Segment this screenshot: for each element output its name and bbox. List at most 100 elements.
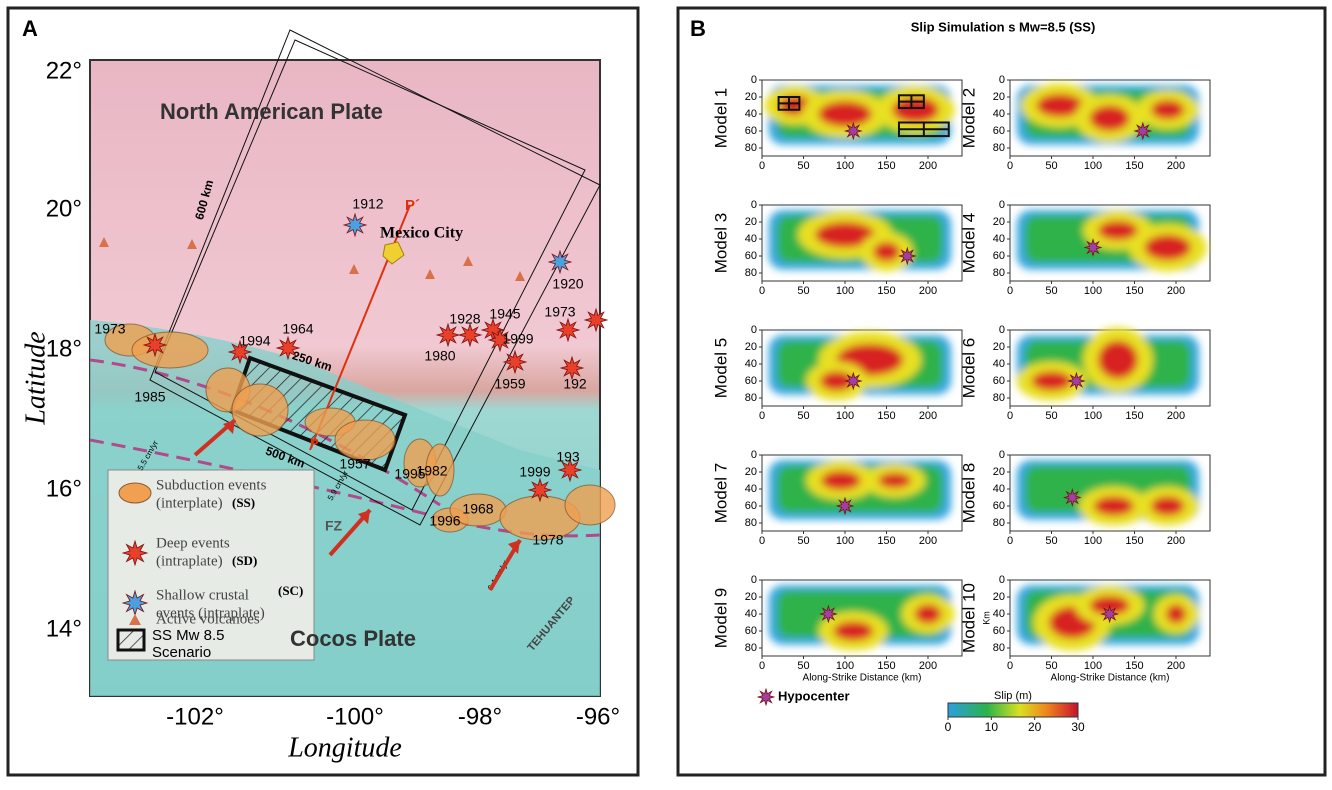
y-tick-label: 80	[745, 392, 757, 404]
slip-field	[769, 332, 952, 401]
x-tick-label: 50	[797, 160, 809, 172]
slip-red	[1098, 221, 1138, 240]
event-year: 1912	[352, 196, 383, 212]
y-tick-label: 20	[745, 216, 757, 228]
slip-red	[1151, 100, 1184, 119]
x-tick-label: 100	[1084, 535, 1102, 547]
hypocenter-star	[1085, 240, 1101, 256]
slip-red	[915, 604, 942, 623]
event-year: 1959	[494, 376, 525, 392]
event-year: 1996	[429, 513, 460, 529]
y-tick-label: 80	[993, 517, 1005, 529]
x-tick-label: 200	[919, 535, 937, 547]
event-year: 1995	[394, 466, 425, 482]
x-tick-label: 100	[836, 660, 854, 672]
slip-red	[1032, 371, 1072, 390]
x-tick-label: 100	[836, 535, 854, 547]
slip-red	[1094, 496, 1134, 515]
slip-field	[769, 460, 952, 519]
y-tick-label: 60	[745, 250, 757, 262]
y-tick-label: 20	[745, 91, 757, 103]
legend-code: (SD)	[232, 553, 257, 568]
x-tick-label: 0	[1007, 410, 1013, 422]
y-tick-label: 80	[993, 142, 1005, 154]
x-tick-label: 0	[759, 660, 765, 672]
slip-field	[769, 585, 955, 650]
colorbar-tick-label: 30	[1071, 720, 1085, 734]
legend-text: (interplate)	[156, 495, 223, 511]
model-label: Model 10	[959, 583, 978, 653]
lon-tick-label: -98°	[458, 703, 502, 730]
hypocenter-star	[845, 373, 861, 389]
legend-text: Hypocenter	[778, 688, 850, 703]
x-tick-label: 0	[759, 535, 765, 547]
event-year: 192	[563, 376, 587, 392]
slip-red	[1090, 106, 1130, 132]
slip-red	[873, 242, 900, 261]
colorbar-tick-label: 10	[985, 720, 999, 734]
y-tick-label: 80	[993, 642, 1005, 654]
y-tick-label: 20	[745, 341, 757, 353]
lon-tick-label: -102°	[166, 703, 224, 730]
model-label: Model 5	[711, 338, 730, 398]
model-label: Model 4	[959, 213, 978, 273]
y-tick-label: 0	[999, 574, 1005, 586]
y-tick-label: 20	[745, 466, 757, 478]
event-year: 1980	[424, 348, 455, 364]
y-tick-label: 0	[999, 199, 1005, 211]
model-label: Model 3	[711, 213, 730, 273]
axis-label: Latitude	[20, 331, 51, 425]
y-tick-label: 40	[993, 608, 1005, 620]
panel-label: B	[690, 16, 706, 41]
lat-tick-label: 20°	[46, 195, 82, 222]
lat-tick-label: 22°	[46, 57, 82, 84]
hypocenter-star	[820, 606, 836, 622]
x-tick-label: 200	[919, 410, 937, 422]
y-tick-label: 80	[745, 142, 757, 154]
legend-swatch	[119, 483, 151, 503]
y-tick-label: 60	[993, 250, 1005, 262]
x-tick-label: 150	[1125, 410, 1143, 422]
legend-swatch	[123, 591, 147, 615]
event-year: 1973	[94, 321, 125, 337]
hypocenter-star	[1068, 373, 1084, 389]
legend-text: SS Mw 8.5	[152, 627, 225, 644]
colorbar-label: Slip (m)	[994, 690, 1032, 702]
x-tick-label: 50	[1045, 535, 1057, 547]
x-tick-label: 50	[797, 660, 809, 672]
hypocenter-star	[837, 498, 853, 514]
x-tick-label: 200	[1167, 160, 1185, 172]
x-tick-label: 0	[1007, 160, 1013, 172]
y-tick-label: 80	[745, 517, 757, 529]
lat-tick-label: 16°	[46, 475, 82, 502]
page: A22°20°18°16°14°-102°-100°-98°-96°Latitu…	[0, 0, 1332, 790]
deep-event-star	[437, 324, 459, 346]
deep-event-star	[557, 319, 579, 341]
legend-text: Deep events	[156, 535, 230, 551]
depth-unit: Km	[981, 611, 991, 625]
colorbar-tick-label: 20	[1028, 720, 1042, 734]
event-year: 1973	[544, 304, 575, 320]
y-tick-label: 40	[745, 483, 757, 495]
legend-star	[758, 689, 774, 705]
legend-code: (SC)	[278, 583, 303, 598]
figure: A22°20°18°16°14°-102°-100°-98°-96°Latitu…	[0, 0, 1332, 785]
x-tick-label: 0	[759, 285, 765, 297]
deep-event-star	[585, 309, 607, 331]
y-tick-label: 60	[993, 625, 1005, 637]
x-tick-label: 100	[836, 285, 854, 297]
event-year: 1945	[489, 306, 520, 322]
y-tick-label: 60	[993, 500, 1005, 512]
panel-title: Slip Simulation s Mw=8.5 (SS)	[911, 19, 1096, 34]
event-year: 1957	[339, 456, 370, 472]
slip-field	[1017, 210, 1207, 271]
x-tick-label: 200	[1167, 410, 1185, 422]
deep-event-star	[529, 479, 551, 501]
hypocenter-star	[1102, 606, 1118, 622]
y-tick-label: 20	[745, 591, 757, 603]
y-tick-label: 20	[993, 91, 1005, 103]
plate-label: North American Plate	[160, 99, 383, 124]
x-tick-label: 100	[1084, 160, 1102, 172]
x-tick-label: 0	[1007, 285, 1013, 297]
x-axis-label: Along-Strike Distance (km)	[803, 673, 922, 684]
